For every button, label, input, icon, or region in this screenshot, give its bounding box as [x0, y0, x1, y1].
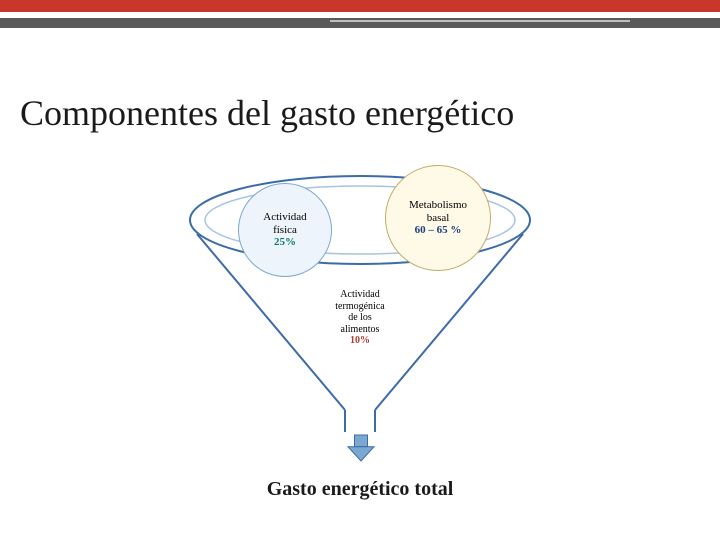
bubble-bottom-l1: Actividad	[340, 289, 379, 301]
bubble-right-pct: 60 – 65 %	[415, 224, 462, 237]
bubble-bottom-l2: termogénica	[335, 301, 384, 313]
funnel-diagram: Actividad física 25% Metabolismo basal 6…	[170, 170, 550, 450]
header-bar-red	[0, 0, 720, 12]
bubble-right-l1: Metabolismo	[409, 199, 467, 212]
bubble-bottom-l4: alimentos	[341, 324, 380, 336]
bubble-right-l2: basal	[427, 212, 450, 225]
header-bars	[0, 0, 720, 28]
bottom-label: Gasto energético total	[0, 478, 720, 501]
funnel-arrow	[348, 435, 374, 461]
bubble-bottom-l3: de los	[348, 312, 372, 324]
bubble-metabolismo-basal: Metabolismo basal 60 – 65 %	[385, 165, 491, 271]
bubble-bottom-pct: 10%	[350, 335, 370, 347]
bubble-left-l1: Actividad	[263, 211, 306, 224]
bubble-actividad-fisica: Actividad física 25%	[238, 183, 332, 277]
bubble-left-pct: 25%	[274, 236, 296, 249]
bubble-left-l2: física	[273, 224, 297, 237]
page-title: Componentes del gasto energético	[20, 92, 514, 134]
header-bar-grey	[0, 18, 720, 28]
bubble-termogenica: Actividad termogénica de los alimentos 1…	[310, 268, 410, 368]
